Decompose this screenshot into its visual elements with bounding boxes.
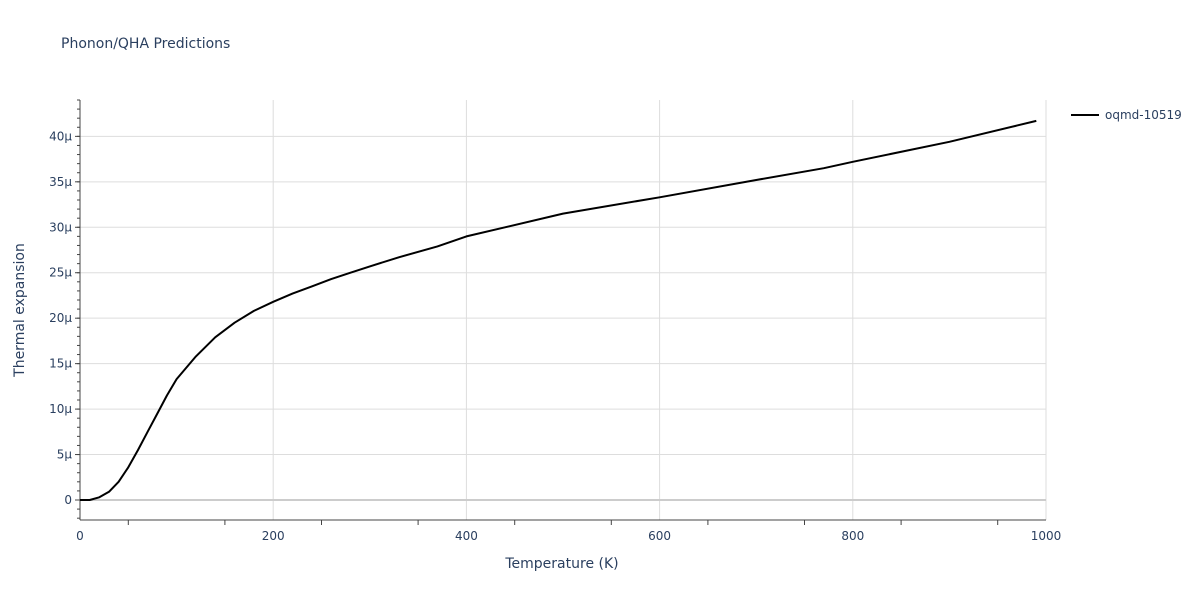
y-tick-label: 0 [64,493,72,507]
legend[interactable]: oqmd-10519 [1071,108,1182,122]
y-axis-title: Thermal expansion [12,243,28,378]
legend-label: oqmd-10519 [1105,108,1182,122]
x-tick-label: 400 [455,529,478,543]
y-tick-label: 30μ [49,220,72,234]
axes: 0 200 400 600 800 1000 0 5μ 10μ 15μ 20μ 25μ 30μ 35μ 40… [49,99,1062,543]
x-tick-label: 0 [76,529,84,543]
x-tick-label: 1000 [1031,529,1062,543]
y-tick-label: 20μ [49,311,72,325]
series-line [80,119,1037,501]
grid-lines [80,100,1047,520]
series-layer [80,119,1037,501]
x-tick-label: 200 [262,529,285,543]
y-tick-label: 25μ [49,266,72,280]
y-tick-label: 10μ [49,402,72,416]
y-tick-label: 15μ [49,357,72,371]
y-tick-label: 35μ [49,175,72,189]
x-tick-label: 800 [841,529,864,543]
chart-title: Phonon/QHA Predictions [61,36,231,52]
x-axis-title: Temperature (K) [504,556,618,572]
y-tick-label: 5μ [57,448,73,462]
y-tick-label: 40μ [49,129,72,143]
x-tick-label: 600 [648,529,671,543]
